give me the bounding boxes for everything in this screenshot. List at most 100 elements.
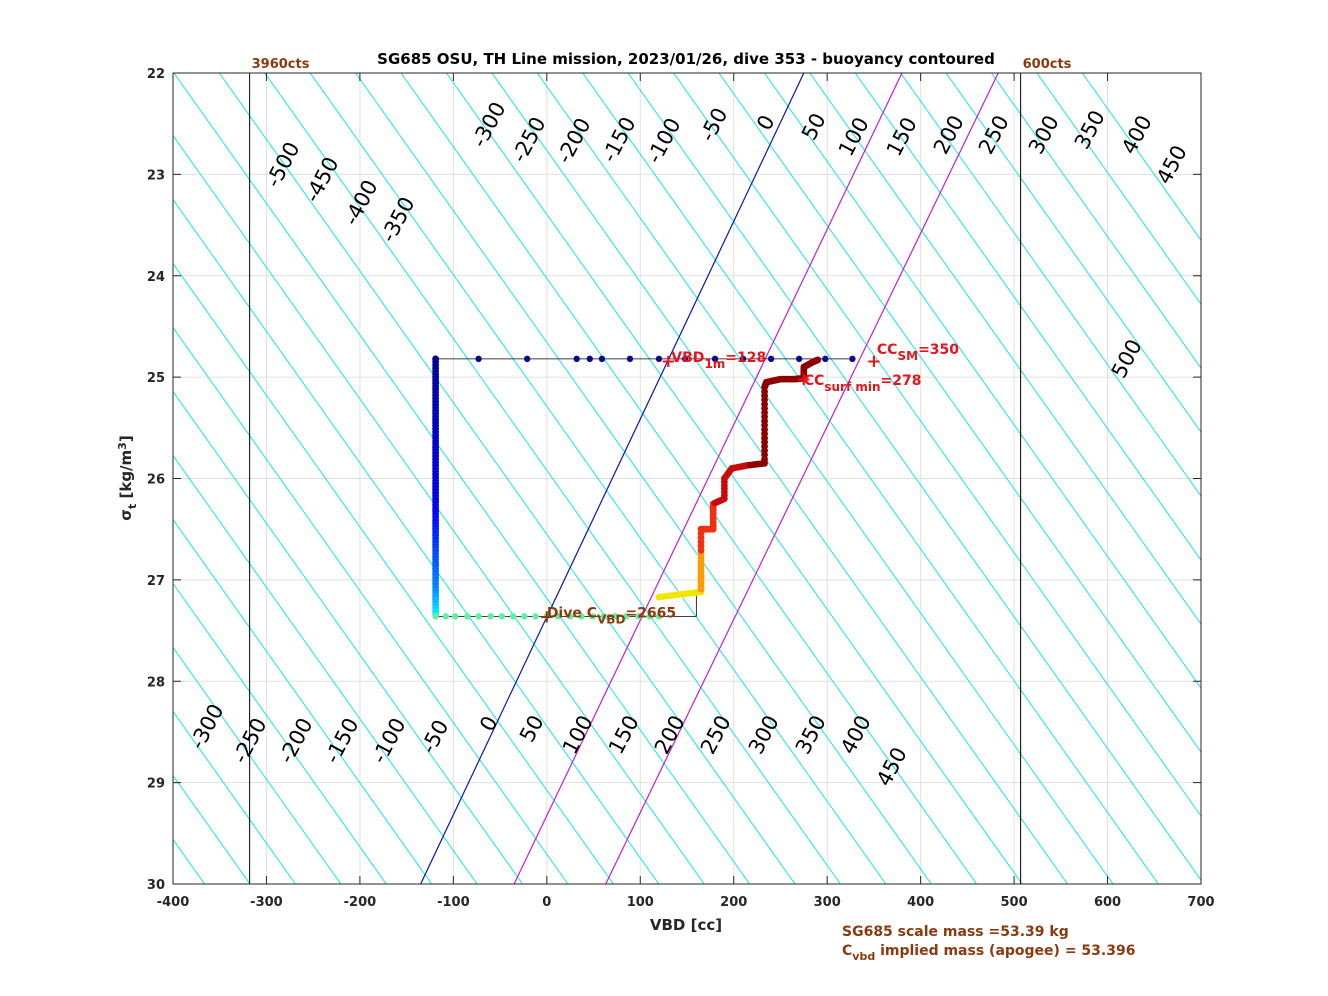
x-tick-label: -300 (250, 895, 283, 910)
x-tick-label: -100 (437, 895, 470, 910)
buoyancy-contour (536, 73, 1114, 884)
contour-top-label: 100 (834, 113, 874, 160)
footer-rest: implied mass (apogee) = 53.396 (875, 943, 1135, 959)
contour-top-label: 350 (1070, 106, 1110, 153)
y-axis-label-symbol: σ (117, 509, 135, 521)
contour-top-label: 450 (1152, 141, 1192, 188)
data-point (442, 613, 450, 620)
buoyancy-contour (0, 73, 68, 884)
contour-bottom-label: -200 (274, 714, 318, 767)
annotation-ccsm: CCSM=350 (877, 342, 959, 363)
y-tick-label: 29 (147, 777, 165, 792)
data-point (739, 355, 747, 363)
data-point (598, 355, 606, 363)
data-point (767, 355, 775, 363)
annotation-divec: Dive CVBD=2665 (547, 605, 676, 626)
contour-bottom-label: 50 (515, 711, 549, 746)
contour-top-label: -100 (642, 114, 686, 167)
buoyancy-contour (173, 582, 387, 884)
contour-bottom-label: -150 (320, 714, 364, 767)
buoyancy-contour (1081, 73, 1201, 242)
x-axis-label: VBD [cc] (650, 916, 722, 934)
y-tick-label: 25 (147, 371, 165, 386)
contour-top-label: -300 (467, 98, 511, 151)
buoyancy-contour (991, 73, 1201, 370)
contour-lines (0, 73, 1201, 884)
data-point (586, 355, 594, 363)
contour-top-label: 50 (797, 109, 831, 144)
buoyancy-contour (173, 390, 523, 884)
dive-data (432, 355, 856, 620)
contour-top-label: -150 (597, 113, 641, 166)
data-point (655, 355, 663, 363)
contour-level-0 (420, 73, 805, 884)
data-point (711, 355, 719, 363)
contour-bottom-label: -100 (367, 714, 411, 767)
contour-top-label: 0 (752, 111, 779, 134)
buoyancy-contour (718, 73, 1201, 753)
data-point (487, 613, 494, 620)
footer-c: C (842, 943, 852, 959)
annotation-ccsurf-marker: + (796, 369, 811, 390)
buoyancy-contour (173, 454, 478, 884)
data-point (432, 613, 439, 620)
limit-label: 3960cts (252, 57, 310, 72)
y-tick-label: 26 (147, 473, 165, 488)
contour-bottom-label: -50 (416, 716, 453, 758)
contour-side-label: 500 (1107, 335, 1147, 382)
buoyancy-contour (809, 73, 1201, 625)
buoyancy-contour (173, 198, 660, 884)
buoyancy-contour (582, 73, 1159, 884)
data-point (623, 613, 630, 620)
data-point (635, 613, 642, 620)
buoyancy-contour (0, 73, 23, 884)
y-axis-label: σt [kg/m3] (116, 435, 139, 520)
contour-top-label: -250 (507, 113, 551, 166)
buoyancy-contour (400, 73, 978, 884)
contour-top-label: -200 (552, 114, 596, 167)
contour-top-label: 200 (929, 111, 969, 158)
contour-top-label: 250 (974, 111, 1014, 158)
contour-top-label: 300 (1024, 111, 1064, 158)
data-point (600, 613, 608, 620)
buoyancy-contour (173, 262, 614, 884)
buoyancy-contour (218, 73, 796, 884)
data-point (554, 613, 562, 620)
buoyancy-contour (900, 73, 1201, 498)
x-tick-label: 100 (627, 895, 654, 910)
annotations: +VBD1m=128 +CCSM=350+CCsurf min=278+Dive … (539, 342, 959, 627)
y-tick-label: 22 (147, 67, 165, 82)
buoyancy-contour (627, 73, 1201, 881)
data-point (697, 574, 705, 582)
contour-top-label: -450 (300, 153, 344, 206)
x-tick-label: 300 (814, 895, 841, 910)
annotation-ccsurf: CCsurf min=278 (804, 373, 922, 394)
limit-lines: 3960cts 600cts (249, 57, 1072, 884)
data-point (578, 613, 585, 620)
data-point (464, 613, 471, 620)
data-point (822, 355, 829, 363)
footer-c-sub: vbd (852, 950, 875, 963)
buoyancy-contour (173, 73, 751, 884)
contour-bottom-label: 150 (604, 711, 644, 758)
x-tick-label: -400 (157, 895, 190, 910)
x-tick-label: -200 (344, 895, 377, 910)
contour-level-100 (513, 73, 903, 884)
data-point (626, 355, 634, 363)
data-point (509, 613, 517, 620)
data-point (681, 355, 689, 363)
contour-top-label: 400 (1117, 111, 1157, 158)
buoyancy-contour (854, 73, 1201, 561)
y-tick-label: 30 (147, 878, 165, 893)
contour-labels: -500-450-400-350-300-250 -200 -150 -100 -50 0… (185, 98, 1192, 790)
buoyancy-contour (173, 518, 433, 884)
y-axis-label-unit: [kg/m (117, 450, 135, 504)
contour-top-label: -400 (339, 176, 383, 229)
data-point (566, 613, 574, 620)
x-tick-label: 400 (907, 895, 934, 910)
data-point (761, 413, 768, 421)
limit-label: 600cts (1023, 57, 1072, 72)
data-point (498, 613, 506, 620)
y-tick-label: 28 (147, 675, 165, 690)
buoyancy-contour (264, 73, 841, 884)
